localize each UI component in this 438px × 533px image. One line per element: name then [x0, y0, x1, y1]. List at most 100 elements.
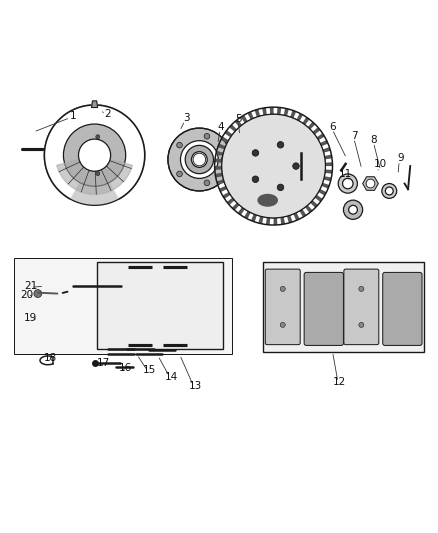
Polygon shape [290, 110, 296, 118]
Circle shape [166, 289, 199, 322]
Circle shape [343, 179, 353, 189]
Text: 1: 1 [69, 111, 76, 121]
FancyBboxPatch shape [23, 287, 83, 342]
Polygon shape [225, 130, 233, 138]
Polygon shape [218, 143, 226, 149]
Polygon shape [325, 169, 332, 174]
Circle shape [31, 297, 66, 332]
FancyBboxPatch shape [383, 272, 422, 345]
Text: 3: 3 [183, 113, 190, 123]
Text: 5: 5 [235, 114, 242, 124]
Text: 17: 17 [97, 358, 110, 368]
Polygon shape [215, 166, 222, 170]
Circle shape [166, 289, 199, 322]
Text: 4: 4 [218, 122, 225, 132]
Circle shape [44, 105, 145, 205]
Polygon shape [300, 209, 306, 217]
Polygon shape [244, 211, 251, 219]
Polygon shape [318, 189, 326, 196]
Polygon shape [310, 200, 318, 208]
Polygon shape [215, 173, 223, 177]
Bar [263, 262, 424, 352]
Text: 13: 13 [188, 381, 201, 391]
Text: 7: 7 [351, 131, 358, 141]
Text: 8: 8 [371, 135, 377, 145]
Circle shape [78, 139, 111, 171]
Circle shape [159, 282, 207, 330]
Text: 6: 6 [329, 122, 336, 132]
Polygon shape [258, 216, 264, 224]
Polygon shape [219, 186, 227, 192]
Circle shape [277, 142, 284, 148]
Polygon shape [223, 192, 230, 199]
Circle shape [261, 153, 286, 179]
Polygon shape [297, 113, 303, 121]
Polygon shape [229, 124, 237, 132]
Circle shape [118, 289, 151, 322]
Polygon shape [215, 158, 222, 163]
Circle shape [366, 179, 375, 188]
Polygon shape [270, 107, 274, 114]
Text: 2: 2 [104, 109, 111, 119]
Bar [14, 258, 232, 354]
Bar [65, 290, 80, 303]
Polygon shape [217, 180, 224, 185]
Polygon shape [238, 207, 245, 215]
Polygon shape [221, 136, 229, 143]
Circle shape [64, 124, 126, 187]
Circle shape [385, 187, 393, 195]
Polygon shape [323, 147, 331, 152]
Polygon shape [274, 218, 277, 225]
Polygon shape [363, 177, 378, 190]
Polygon shape [232, 203, 240, 211]
FancyBboxPatch shape [344, 269, 379, 345]
Polygon shape [321, 183, 329, 189]
Polygon shape [266, 217, 270, 225]
Circle shape [252, 176, 259, 182]
Circle shape [245, 138, 302, 195]
Circle shape [293, 163, 299, 169]
Circle shape [349, 205, 357, 214]
Circle shape [280, 286, 285, 292]
Circle shape [38, 304, 59, 325]
FancyBboxPatch shape [265, 269, 300, 345]
Circle shape [177, 142, 182, 148]
Text: 20: 20 [20, 290, 33, 300]
Polygon shape [251, 214, 257, 222]
Circle shape [253, 146, 294, 187]
Ellipse shape [258, 194, 278, 207]
Circle shape [359, 322, 364, 327]
Polygon shape [227, 198, 235, 205]
Circle shape [180, 141, 218, 179]
Polygon shape [280, 217, 285, 224]
Polygon shape [302, 117, 310, 125]
Circle shape [96, 172, 100, 175]
Bar [65, 327, 80, 338]
Text: 21: 21 [24, 281, 37, 291]
Bar [97, 262, 223, 350]
Text: 16: 16 [119, 363, 132, 373]
Circle shape [277, 184, 284, 191]
Text: 12: 12 [332, 377, 346, 387]
Circle shape [185, 146, 213, 174]
Circle shape [191, 152, 207, 167]
Polygon shape [317, 133, 325, 140]
Polygon shape [235, 119, 242, 127]
Circle shape [343, 200, 363, 220]
Polygon shape [262, 108, 267, 115]
Circle shape [338, 174, 357, 193]
Polygon shape [287, 215, 293, 223]
Circle shape [34, 289, 42, 297]
Text: 9: 9 [397, 153, 403, 163]
Circle shape [222, 114, 325, 218]
Circle shape [221, 157, 227, 163]
Circle shape [280, 322, 285, 327]
Polygon shape [325, 155, 332, 159]
Circle shape [359, 286, 364, 292]
Polygon shape [313, 127, 320, 134]
Circle shape [252, 150, 259, 156]
Text: 11: 11 [339, 169, 352, 179]
Circle shape [111, 282, 159, 330]
Polygon shape [284, 108, 289, 116]
Polygon shape [92, 101, 98, 108]
